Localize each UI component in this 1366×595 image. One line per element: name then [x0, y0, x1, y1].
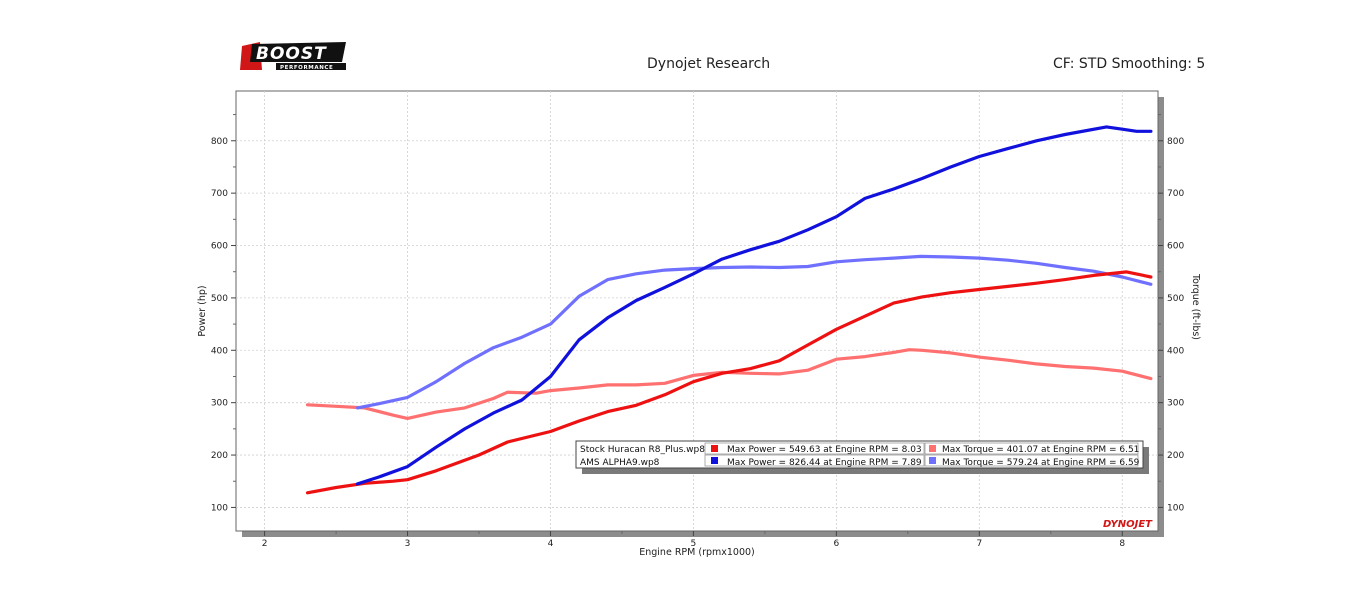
series-line-ams-torque: [355, 254, 1153, 410]
legend-file-ams: AMS ALPHA9.wp8: [580, 458, 660, 468]
y-tick-label-right: 700: [1167, 189, 1184, 199]
y-tick-label-left: 800: [211, 137, 228, 147]
y-tick-label-left: 300: [211, 399, 228, 409]
x-tick-label: 2: [262, 539, 268, 549]
x-tick-label: 6: [834, 539, 840, 549]
legend-ams-power-text: Max Power = 826.44 at Engine RPM = 7.89: [727, 458, 922, 468]
svg-text:BOOST: BOOST: [256, 44, 327, 64]
legend-stock-power-text: Max Power = 549.63 at Engine RPM = 8.03: [727, 445, 922, 455]
x-tick-label: 8: [1119, 539, 1125, 549]
correction-factor-text: CF: STD Smoothing: 5: [1053, 56, 1206, 72]
x-tick-label: 4: [548, 539, 554, 549]
y-tick-label-right: 500: [1167, 294, 1184, 304]
series-group: [305, 125, 1153, 495]
legend-swatch-ams-power: [711, 457, 718, 464]
legend-swatch-ams-torque: [929, 457, 936, 464]
legend-cell: [924, 454, 1139, 467]
x-tick-label: 5: [691, 539, 697, 549]
y-tick-label-right: 100: [1167, 503, 1184, 513]
y-axis-label-left: Power (hp): [197, 285, 208, 336]
y-tick-label-right: 300: [1167, 399, 1184, 409]
legend-cell: [704, 442, 925, 455]
x-tick-label: 7: [976, 539, 982, 549]
y-axis-label-right: Torque (ft-lbs): [1190, 273, 1201, 340]
legend-cell: [924, 442, 1139, 455]
legend-file-stock: Stock Huracan R8_Plus.wp8: [580, 445, 705, 455]
legend-ams-torque-text: Max Torque = 579.24 at Engine RPM = 6.59: [942, 458, 1140, 468]
y-tick-label-left: 700: [211, 189, 228, 199]
legend-cell: [704, 454, 925, 467]
svg-text:PERFORMANCE: PERFORMANCE: [280, 65, 333, 71]
legend-swatch-stock-power: [711, 445, 718, 452]
y-tick-label-right: 400: [1167, 346, 1184, 356]
y-tick-label-left: 100: [211, 503, 228, 513]
dynojet-watermark: DYNOJET: [1103, 519, 1153, 530]
y-tick-label-right: 800: [1167, 137, 1184, 147]
y-tick-label-left: 400: [211, 346, 228, 356]
y-tick-label-left: 200: [211, 451, 228, 461]
x-axis-label: Engine RPM (rpmx1000): [639, 547, 755, 558]
y-tick-label-right: 200: [1167, 451, 1184, 461]
y-tick-label-left: 500: [211, 294, 228, 304]
y-tick-label-left: 600: [211, 242, 228, 252]
axes: 2 3 4 5 6 7 8 100 100 200 200 300 300 400 400 500 500 600…: [211, 114, 1184, 549]
chart-title: Dynojet Research: [647, 56, 771, 72]
legend-swatch-stock-torque: [929, 445, 936, 452]
legend-box: [575, 440, 1144, 469]
y-tick-label-right: 600: [1167, 242, 1184, 252]
series-line-stock-power: [305, 270, 1153, 495]
boost-performance-logo: BOOST PERFORMANCE: [240, 42, 346, 71]
x-tick-label: 3: [405, 539, 411, 549]
series-line-ams-power: [355, 125, 1153, 486]
legend-stock-torque-text: Max Torque = 401.07 at Engine RPM = 6.51: [942, 445, 1139, 455]
legend: Stock Huracan R8_Plus.wp8 AMS ALPHA9.wp8…: [575, 440, 1149, 474]
